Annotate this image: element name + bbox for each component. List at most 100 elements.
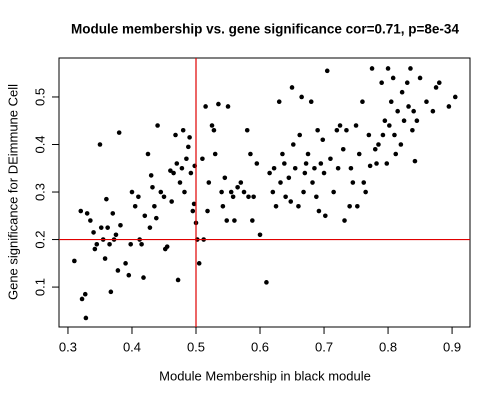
point	[380, 132, 386, 138]
point	[94, 242, 100, 247]
point	[353, 123, 359, 128]
point	[344, 127, 349, 133]
point	[238, 180, 244, 185]
point	[350, 180, 356, 185]
point	[129, 189, 135, 195]
point	[289, 85, 295, 90]
point	[318, 161, 324, 166]
point	[211, 127, 217, 133]
point	[316, 208, 322, 214]
point	[393, 151, 399, 157]
point	[395, 108, 400, 114]
point	[271, 165, 277, 171]
point	[388, 99, 394, 105]
point	[385, 66, 391, 71]
point	[191, 201, 197, 207]
point	[384, 161, 390, 166]
point	[278, 180, 283, 185]
point	[152, 203, 157, 209]
point	[324, 68, 330, 74]
point	[379, 80, 384, 86]
point	[190, 208, 196, 214]
point	[148, 173, 154, 178]
point	[182, 189, 187, 195]
x-tick-label: 0.3	[59, 339, 77, 354]
point	[83, 315, 89, 321]
chart-title: Module membership vs. gene significance …	[71, 22, 459, 37]
point	[399, 89, 405, 95]
point	[367, 163, 373, 169]
point	[297, 132, 303, 138]
point	[363, 189, 368, 195]
point	[347, 203, 352, 209]
point	[372, 146, 378, 152]
point	[452, 94, 458, 100]
point	[145, 151, 151, 157]
point	[267, 170, 272, 176]
point	[430, 108, 436, 114]
point	[84, 211, 90, 216]
point	[232, 218, 237, 223]
point	[398, 142, 404, 147]
point	[374, 161, 379, 166]
point	[228, 189, 234, 195]
point	[161, 194, 167, 200]
point	[282, 161, 287, 166]
point	[417, 75, 423, 81]
point	[404, 80, 410, 86]
point	[147, 225, 153, 230]
point	[128, 242, 134, 247]
point	[414, 118, 420, 124]
point	[348, 165, 354, 171]
point	[107, 242, 112, 247]
point	[150, 184, 155, 190]
point	[216, 101, 221, 107]
point	[340, 146, 346, 152]
point	[173, 132, 178, 138]
x-tick-label: 0.6	[251, 339, 269, 354]
point	[139, 242, 144, 247]
point	[406, 104, 411, 109]
point	[296, 203, 301, 209]
point	[184, 156, 189, 162]
point	[337, 123, 343, 128]
point	[254, 161, 260, 166]
point	[315, 127, 320, 133]
point	[168, 168, 173, 173]
point	[110, 211, 116, 216]
point	[308, 99, 314, 105]
point	[113, 232, 119, 238]
y-axis-label: Gene significance for DEimmune Cell	[5, 84, 20, 300]
point	[310, 180, 315, 185]
point	[390, 75, 396, 81]
point	[142, 213, 148, 219]
point	[88, 218, 93, 223]
point	[244, 127, 250, 133]
point	[401, 118, 407, 124]
point	[436, 80, 442, 86]
point	[136, 194, 141, 200]
point	[108, 289, 114, 295]
x-tick-label: 0.8	[379, 339, 397, 354]
x-tick-label: 0.7	[315, 339, 333, 354]
point	[92, 246, 98, 252]
point	[302, 170, 308, 176]
point	[206, 180, 212, 185]
point	[323, 213, 328, 219]
point	[219, 189, 224, 195]
point	[98, 225, 104, 230]
point	[78, 208, 84, 214]
point	[292, 165, 298, 171]
point	[186, 144, 191, 150]
x-tick-label: 0.5	[187, 339, 205, 354]
point	[97, 142, 103, 147]
point	[369, 66, 375, 71]
point	[158, 189, 164, 195]
point	[408, 66, 413, 71]
point	[314, 194, 319, 200]
point	[105, 225, 110, 230]
point	[320, 137, 326, 143]
point	[196, 261, 202, 266]
point	[187, 135, 192, 140]
